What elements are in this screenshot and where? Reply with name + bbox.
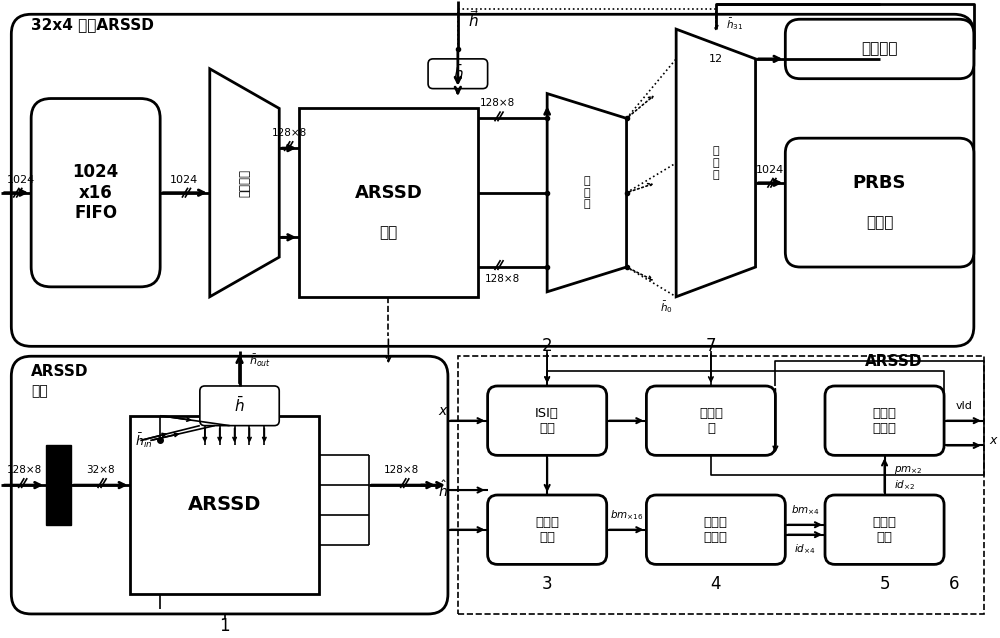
- Text: $\hat{h}$: $\hat{h}$: [438, 480, 448, 500]
- FancyBboxPatch shape: [11, 356, 448, 614]
- FancyBboxPatch shape: [785, 19, 974, 78]
- Text: 状态产
生器: 状态产 生器: [535, 516, 559, 544]
- Bar: [130, 416, 319, 594]
- Text: $id_{\times 4}$: $id_{\times 4}$: [794, 543, 816, 556]
- Text: PRBS: PRBS: [853, 174, 906, 192]
- Bar: [458, 356, 984, 614]
- Text: 检查器: 检查器: [866, 215, 893, 230]
- Text: ARSSD: ARSSD: [354, 184, 422, 202]
- Text: 12: 12: [709, 54, 723, 64]
- Text: 组块: 组块: [379, 225, 398, 240]
- Text: 128×8: 128×8: [6, 465, 42, 475]
- Text: 3: 3: [542, 575, 552, 593]
- FancyBboxPatch shape: [31, 98, 160, 287]
- Text: 1024: 1024: [6, 175, 35, 185]
- Polygon shape: [547, 94, 627, 292]
- Text: $pm_{\times 2}$: $pm_{\times 2}$: [894, 464, 923, 476]
- Text: $x$: $x$: [438, 404, 448, 418]
- FancyBboxPatch shape: [428, 59, 488, 89]
- Text: 组块: 组块: [31, 384, 48, 398]
- Text: 预比较
选择器: 预比较 选择器: [704, 516, 728, 544]
- FancyBboxPatch shape: [646, 495, 785, 565]
- FancyBboxPatch shape: [200, 386, 279, 426]
- Text: $x$: $x$: [989, 434, 999, 447]
- Text: ARSSD: ARSSD: [31, 364, 89, 378]
- Text: ARSSD: ARSSD: [188, 496, 261, 514]
- Text: $\bar{h}_{out}$: $\bar{h}_{out}$: [249, 353, 272, 369]
- Text: 1024
x16
FIFO: 1024 x16 FIFO: [73, 163, 119, 223]
- FancyBboxPatch shape: [646, 386, 775, 456]
- Bar: [299, 108, 478, 297]
- Text: 128×8: 128×8: [272, 128, 307, 138]
- FancyBboxPatch shape: [825, 386, 944, 456]
- Text: 2: 2: [542, 338, 552, 355]
- Text: 1024: 1024: [756, 165, 785, 175]
- FancyBboxPatch shape: [11, 14, 974, 346]
- Text: ISI计
算器: ISI计 算器: [535, 406, 559, 434]
- Text: 配置模
块: 配置模 块: [699, 406, 723, 434]
- Text: $\bar{h}_0$: $\bar{h}_0$: [660, 299, 673, 315]
- FancyBboxPatch shape: [825, 495, 944, 565]
- Text: 32×8: 32×8: [86, 465, 114, 475]
- Polygon shape: [676, 29, 756, 297]
- Text: 5: 5: [879, 575, 890, 593]
- FancyBboxPatch shape: [488, 495, 607, 565]
- Text: 1: 1: [219, 617, 230, 635]
- FancyBboxPatch shape: [785, 138, 974, 267]
- Text: 6: 6: [949, 575, 959, 593]
- Text: 128×8: 128×8: [383, 465, 419, 475]
- Text: 输出组
织模块: 输出组 织模块: [873, 406, 897, 434]
- Text: $bm_{\times 4}$: $bm_{\times 4}$: [791, 503, 820, 517]
- Polygon shape: [210, 69, 279, 297]
- Text: $\bar{h}_{31}$: $\bar{h}_{31}$: [726, 16, 743, 32]
- Text: $\vec{h}$: $\vec{h}$: [468, 9, 479, 30]
- Text: ARSSD: ARSSD: [865, 353, 922, 369]
- FancyBboxPatch shape: [488, 386, 607, 456]
- Text: $bm_{\times 16}$: $bm_{\times 16}$: [610, 508, 643, 522]
- Text: 选
址
器: 选 址 器: [713, 146, 719, 179]
- Text: 加比选
模块: 加比选 模块: [873, 516, 897, 544]
- Text: 7: 7: [706, 338, 716, 355]
- Text: 128×8: 128×8: [485, 274, 520, 284]
- Bar: [46, 445, 71, 524]
- Text: $\bar{h}$: $\bar{h}$: [453, 64, 463, 84]
- Text: $\bar{h}$: $\bar{h}$: [234, 396, 245, 415]
- Text: $id_{\times 2}$: $id_{\times 2}$: [894, 478, 916, 492]
- Text: 1024: 1024: [170, 175, 198, 185]
- Text: 配置模块: 配置模块: [861, 41, 898, 57]
- Text: 32x4 并行ARSSD: 32x4 并行ARSSD: [31, 17, 154, 32]
- Text: 解复用器: 解复用器: [238, 169, 251, 197]
- Text: vld: vld: [955, 401, 972, 411]
- Text: 128×8: 128×8: [480, 98, 515, 108]
- Text: 4: 4: [711, 575, 721, 593]
- Text: $\bar{h}_{in}$: $\bar{h}_{in}$: [135, 431, 153, 450]
- Text: 选
址
器: 选 址 器: [584, 176, 590, 209]
